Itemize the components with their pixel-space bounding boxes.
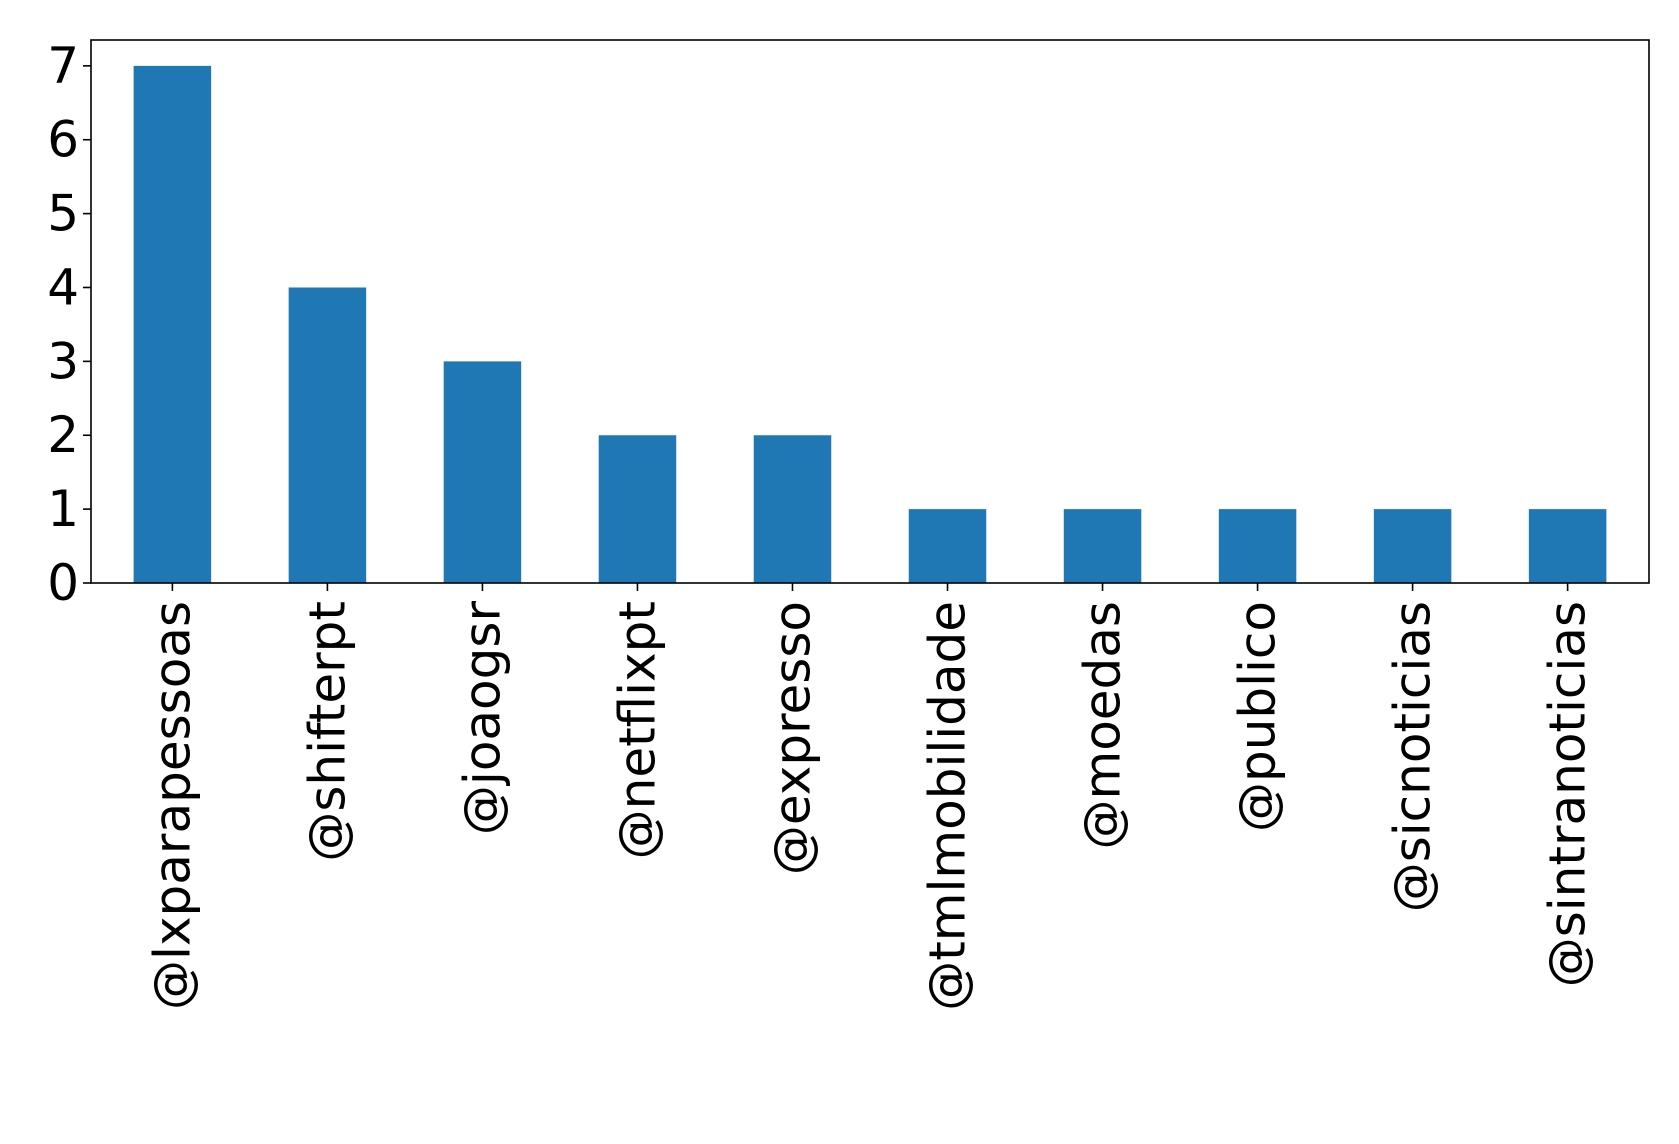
x-tick-label: @expresso xyxy=(763,601,821,875)
x-tick-label: @publico xyxy=(1229,601,1287,832)
y-tick-label: 3 xyxy=(47,332,79,390)
x-tick-label: @tmlmobilidade xyxy=(919,601,977,1011)
y-tick-label: 0 xyxy=(47,554,79,612)
x-tick-label: @lxparapessoas xyxy=(143,601,201,1010)
x-tick-label: @shifterpt xyxy=(298,601,356,862)
x-tick-label: @netflixpt xyxy=(608,601,666,859)
y-tick-label: 1 xyxy=(47,480,79,538)
bar-moedas xyxy=(1063,509,1142,583)
y-tick-label: 7 xyxy=(47,37,79,95)
y-tick-label: 5 xyxy=(47,185,79,243)
x-tick-label: @joaogsr xyxy=(453,601,511,836)
plot-frame xyxy=(90,39,1650,584)
bar-lxparapessoas xyxy=(133,65,212,584)
bar-netflixpt xyxy=(598,435,677,583)
x-tick-label: @sicnoticias xyxy=(1384,601,1442,912)
y-tick-label: 2 xyxy=(47,406,79,464)
bar-joaogsr xyxy=(443,361,522,583)
bar-sicnoticias xyxy=(1373,509,1452,583)
bar-shifterpt xyxy=(288,287,367,583)
bar-expresso xyxy=(753,435,832,583)
bar-tmlmobilidade xyxy=(908,509,987,583)
bar-sintranoticias xyxy=(1528,509,1607,583)
x-axis: @lxparapessoas @shifterpt @joaogsr @netflix… xyxy=(143,583,1597,1011)
y-tick-label: 6 xyxy=(47,111,79,169)
x-tick-label: @sintranoticias xyxy=(1539,601,1597,987)
y-tick-label: 4 xyxy=(47,258,79,316)
x-tick-label: @moedas xyxy=(1074,601,1132,850)
bar-publico xyxy=(1218,509,1297,583)
bars-layer xyxy=(133,65,1607,584)
y-axis: 0 1 2 3 4 5 6 7 xyxy=(47,37,91,612)
